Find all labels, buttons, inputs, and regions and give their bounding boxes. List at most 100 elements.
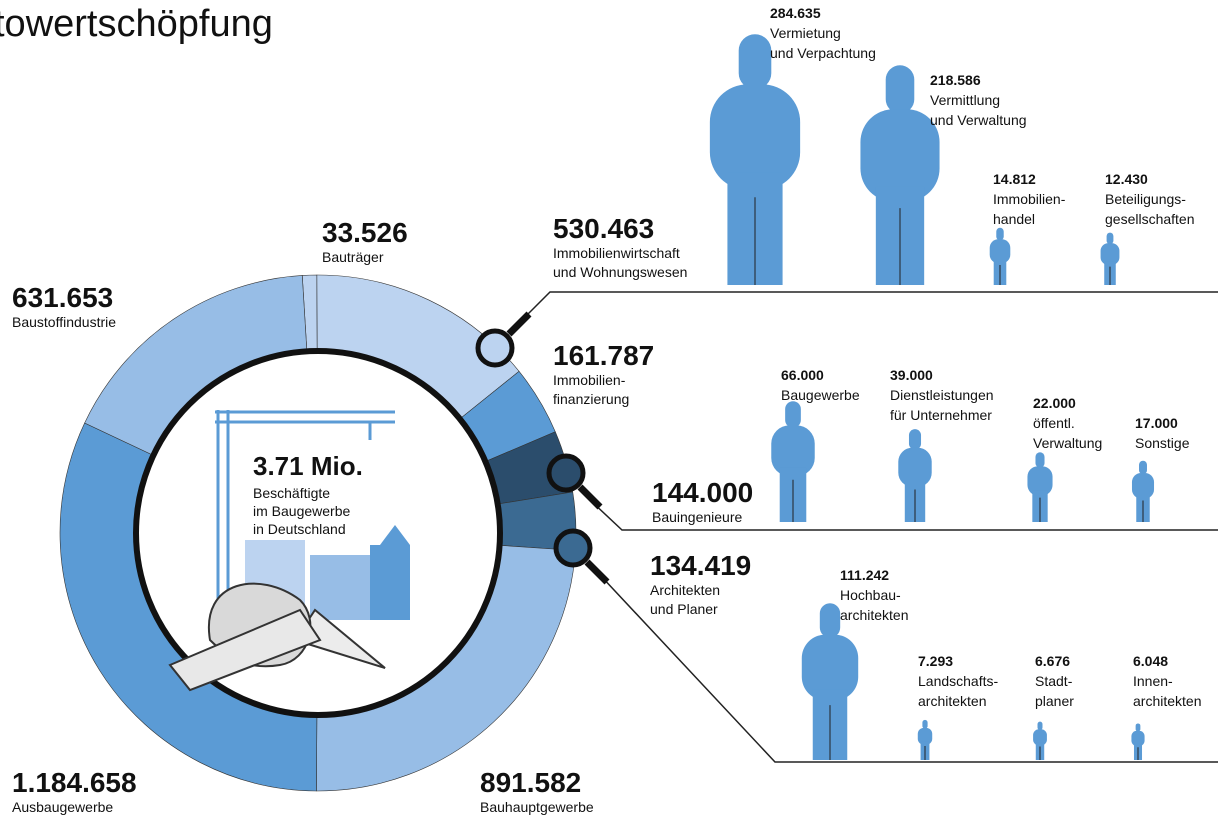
person-icon (709, 34, 801, 285)
person-body (1033, 729, 1047, 746)
center-value: 3.71 Mio. (253, 451, 363, 481)
item-label: Beteiligungs- (1105, 191, 1186, 207)
item-label: Baugewerbe (781, 387, 860, 403)
person-icon (771, 401, 815, 522)
person-icon (801, 603, 859, 760)
person-body (1131, 730, 1145, 747)
segment-label: finanzierung (553, 391, 629, 407)
person-icon (917, 719, 933, 760)
segment-label: Immobilien- (553, 372, 626, 388)
person-head (738, 34, 772, 90)
person-icon (1100, 232, 1120, 285)
person-head (922, 719, 928, 729)
item-value: 6.048 (1133, 653, 1168, 669)
segment-value: 33.526 (322, 217, 408, 248)
person-icon (1027, 452, 1053, 522)
magnifiers (475, 311, 610, 585)
item-value: 7.293 (918, 653, 953, 669)
person-head (1035, 452, 1045, 468)
connector (519, 291, 1218, 323)
connector (599, 574, 1218, 763)
person-icon (860, 65, 940, 285)
person-head (908, 429, 922, 450)
person-body (989, 239, 1011, 264)
magnifier-lens (475, 328, 515, 368)
person-body (709, 84, 801, 190)
item-label: handel (993, 211, 1035, 227)
item-label: Verwaltung (1033, 435, 1102, 451)
person-body (1100, 243, 1120, 266)
segment-value: 1.184.658 (12, 767, 137, 798)
item-label: Sonstige (1135, 435, 1190, 451)
center-label-line: im Baugewerbe (253, 503, 350, 519)
person-body (771, 425, 815, 477)
person-icon (1131, 723, 1145, 760)
magnifier-handle (506, 311, 532, 337)
segment-value: 144.000 (652, 477, 753, 508)
item-value: 66.000 (781, 367, 824, 383)
title: towertschöpfung (0, 3, 273, 45)
item-label: architekten (918, 693, 986, 709)
segment-label: Baustoffindustrie (12, 314, 116, 330)
magnifier-handle (584, 559, 610, 585)
segment-value: 134.419 (650, 550, 751, 581)
item-value: 284.635 (770, 5, 821, 21)
item-label: Vermietung (770, 25, 841, 41)
item-label: Dienstleistungen (890, 387, 994, 403)
segment-value: 631.653 (12, 282, 113, 313)
item-label: Vermittlung (930, 92, 1000, 108)
person-icon (1131, 460, 1155, 522)
person-body (898, 447, 932, 487)
item-label: und Verpachtung (770, 45, 876, 61)
item-value: 6.676 (1035, 653, 1070, 669)
segment-label: Bauträger (322, 249, 384, 265)
person-head (885, 65, 915, 114)
segment-label: Bauingenieure (652, 509, 743, 525)
person-body (1027, 466, 1053, 496)
helmet (168, 582, 386, 692)
item-label: Innen- (1133, 673, 1173, 689)
magnifier-handle (577, 484, 603, 510)
item-label: gesellschaften (1105, 211, 1195, 227)
magnifier-lens (546, 453, 586, 493)
item-label: Immobilien- (993, 191, 1066, 207)
item-label: öffentl. (1033, 415, 1075, 431)
person-head (785, 401, 801, 428)
segment-value: 161.787 (553, 340, 654, 371)
segment-label: Architekten (650, 582, 720, 598)
person-head (1106, 232, 1114, 245)
connector (589, 499, 1218, 531)
segment-label: Bauhauptgewerbe (480, 799, 594, 815)
item-label: architekten (840, 607, 908, 623)
segment-value: 891.582 (480, 767, 581, 798)
center-label-line: in Deutschland (253, 521, 346, 537)
person-body (801, 634, 859, 701)
item-value: 218.586 (930, 72, 981, 88)
item-value: 111.242 (840, 567, 889, 583)
item-label: Stadt- (1035, 673, 1073, 689)
item-label: architekten (1133, 693, 1201, 709)
segment-label: Ausbaugewerbe (12, 799, 113, 815)
person-head (819, 603, 841, 638)
segment-label: Immobilienwirtschaft (553, 245, 680, 261)
person-icon (1033, 721, 1047, 760)
item-label: für Unternehmer (890, 407, 992, 423)
item-label: Landschafts- (918, 673, 998, 689)
item-value: 22.000 (1033, 395, 1076, 411)
person-head (996, 227, 1004, 241)
segment-label: und Wohnungswesen (553, 264, 687, 280)
item-label: und Verwaltung (930, 112, 1027, 128)
person-icon (898, 429, 932, 522)
person-head (1037, 721, 1043, 731)
center-label: Beschäftigte im Baugewerbe in Deutschland (253, 485, 350, 537)
item-label: planer (1035, 693, 1074, 709)
person-icon (989, 227, 1011, 285)
person-head (1135, 723, 1141, 732)
person-body (917, 727, 933, 745)
item-value: 12.430 (1105, 171, 1148, 187)
item-value: 17.000 (1135, 415, 1178, 431)
person-body (860, 109, 940, 202)
item-value: 39.000 (890, 367, 933, 383)
item-label: Hochbau- (840, 587, 901, 603)
